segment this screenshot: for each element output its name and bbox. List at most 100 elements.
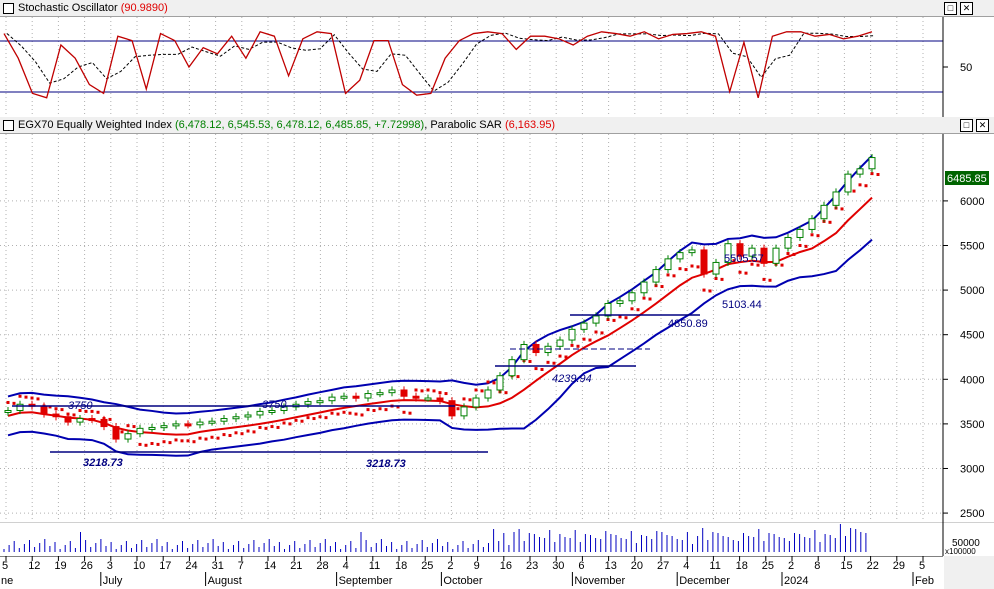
sar-dot: [60, 408, 64, 412]
sar-dot: [360, 413, 364, 417]
sar-dot: [282, 421, 286, 425]
stochastic-k-line: [3, 31, 873, 99]
upper-band: [7, 154, 873, 415]
xtick-label: 2: [447, 560, 453, 572]
sar-dot: [462, 397, 466, 401]
xtick-label: 4: [343, 560, 349, 572]
sar-dot: [126, 424, 130, 428]
xtick-label: 9: [474, 560, 480, 572]
close-icon[interactable]: ✕: [976, 119, 989, 132]
candle-body: [328, 396, 336, 402]
sar-dot: [222, 433, 226, 437]
sar-dot: [582, 337, 586, 341]
xtick-label: 31: [212, 560, 224, 572]
candle-body: [484, 389, 492, 399]
xtick-label: 16: [500, 560, 512, 572]
support-label-a: 3218.73: [83, 457, 123, 469]
candle-body: [388, 389, 396, 394]
sar-dot: [516, 375, 520, 379]
xtick-label: 8: [814, 560, 820, 572]
sar-dot: [780, 263, 784, 267]
sar-dot: [552, 361, 556, 365]
sar-dot: [168, 441, 172, 445]
candle-body: [688, 249, 696, 254]
sar-dot: [384, 408, 388, 412]
candle-body: [496, 375, 504, 391]
candle-body: [364, 393, 372, 399]
sar-dot: [108, 417, 112, 421]
candle-body: [64, 416, 72, 423]
sar-dot: [234, 431, 238, 435]
candle-body: [376, 392, 384, 396]
sar-dot: [660, 285, 664, 289]
sar-dot: [72, 413, 76, 417]
candle-body: [868, 157, 876, 170]
xtick-label: 5: [2, 560, 8, 572]
candle-body: [256, 410, 264, 416]
candle-body: [208, 420, 216, 424]
candle-body: [340, 395, 348, 399]
sar-dot: [684, 268, 688, 272]
sar-dot: [744, 271, 748, 275]
price-ytick-label: 5000: [960, 285, 984, 297]
sar-dot: [468, 398, 472, 402]
xtick-label: 18: [395, 560, 407, 572]
candle-body: [352, 395, 360, 399]
sar-dot: [180, 439, 184, 443]
candle-body: [712, 261, 720, 275]
sar-dot: [480, 389, 484, 393]
xtick-label: 30: [552, 560, 564, 572]
panel-icon: [3, 3, 14, 14]
candle-body: [148, 426, 156, 430]
price-chart: 3750 3750 3218.73 3218.73 4239.94 4850.8…: [0, 134, 989, 522]
stochastic-chart: 50: [0, 17, 972, 117]
sar-dot: [738, 270, 742, 274]
level-label-5103: 5103.44: [722, 299, 762, 311]
sar-dot: [36, 397, 40, 401]
candle-body: [820, 204, 828, 220]
sar-dot: [414, 388, 418, 392]
sar-dot: [870, 172, 874, 176]
level-label-4850: 4850.89: [668, 318, 708, 330]
sar-dot: [354, 412, 358, 416]
maximize-icon[interactable]: □: [960, 119, 973, 132]
candle-body: [268, 410, 276, 414]
sar-dot: [132, 425, 136, 429]
sar-dot: [426, 388, 430, 392]
sar-dot: [798, 243, 802, 247]
candle-body: [400, 389, 408, 397]
sar-dot: [54, 407, 58, 411]
xtick-label: 7: [238, 560, 244, 572]
sar-name: Parabolic SAR: [430, 119, 502, 131]
maximize-icon[interactable]: □: [944, 2, 957, 15]
lower-band: [7, 238, 873, 457]
sar-dot: [378, 407, 382, 411]
close-icon[interactable]: ✕: [960, 2, 973, 15]
candle-body: [856, 168, 864, 175]
candle-body: [424, 397, 432, 401]
sar-dot: [702, 288, 706, 292]
level-label-4239: 4239.94: [552, 373, 592, 385]
sar-dot: [666, 273, 670, 277]
xtick-label: 24: [185, 560, 197, 572]
sar-dot: [486, 380, 490, 384]
xtick-label: 6: [578, 560, 584, 572]
xtick-label: 28: [316, 560, 328, 572]
sar-dot: [648, 297, 652, 301]
sar-dot: [192, 440, 196, 444]
xtick-label: 26: [81, 560, 93, 572]
sar-dot: [24, 395, 28, 399]
sar-dot: [324, 416, 328, 420]
candle-body: [736, 243, 744, 257]
sar-dot: [570, 343, 574, 347]
price-ytick-label: 2500: [960, 508, 984, 520]
candle-body: [700, 249, 708, 275]
stochastic-title: Stochastic Oscillator: [18, 2, 118, 14]
candle-body: [772, 247, 780, 264]
candle-body: [100, 418, 108, 428]
sar-dot: [372, 409, 376, 413]
month-label: 2024: [784, 575, 808, 587]
sar-dot: [6, 400, 10, 404]
candle-body: [448, 400, 456, 417]
month-label: Feb: [915, 575, 934, 587]
